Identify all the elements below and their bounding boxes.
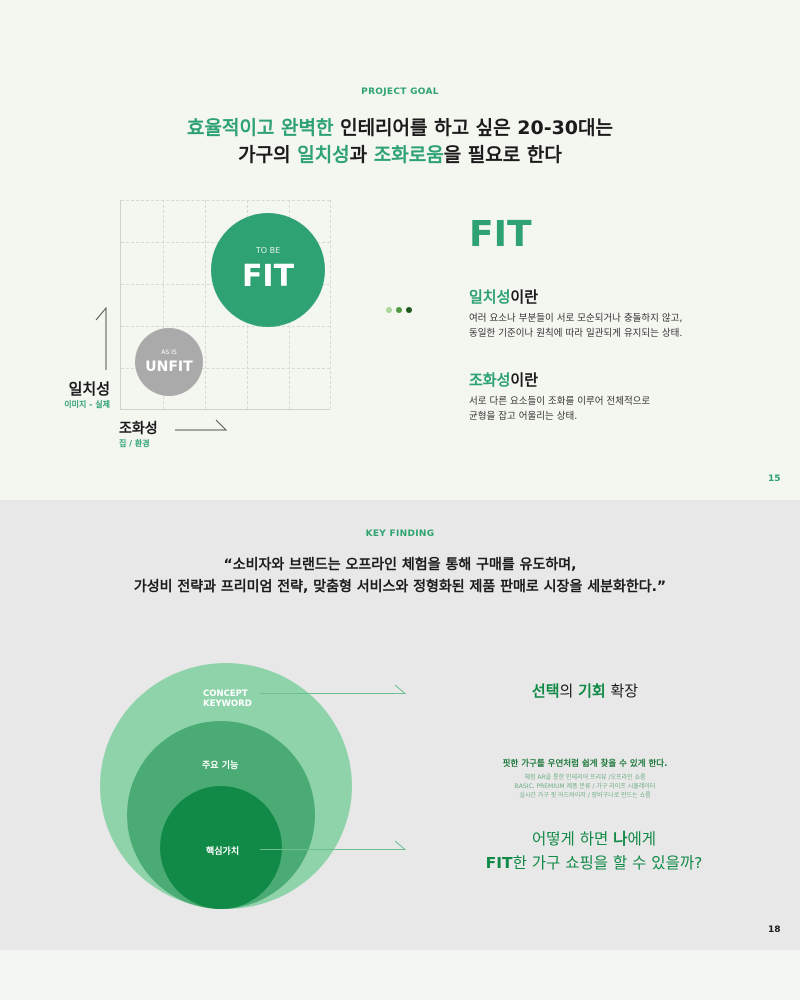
y-axis-label: 일치성 이미지 - 실제 xyxy=(64,380,110,409)
feature-list: 핏한 가구를 우연처럼 쉽게 찾을 수 있게 한다. 체험 AR을 통한 인테리… xyxy=(502,759,668,799)
dots-icon xyxy=(386,307,412,313)
connector-lines xyxy=(260,684,407,850)
slide-title: 효율적이고 완벽한 인테리어를 하고 싶은 20-30대는 가구의 일치성과 조… xyxy=(187,117,613,166)
eyebrow: PROJECT GOAL xyxy=(361,87,439,97)
definition-consistency: 일치성이란 여러 요소나 부분들이 서로 모순되거나 충돌하지 않고, 동일한 … xyxy=(469,288,683,339)
x-axis-label: 조화성 집 / 환경 xyxy=(119,421,158,448)
fit-circle: TO BE FIT xyxy=(211,213,325,327)
core-value-label: 핵심가치 xyxy=(206,847,240,857)
page-number: 15 xyxy=(768,474,781,484)
definition-harmony: 조화성이란 서로 다른 요소들이 조화를 이루어 전체적으로 균형을 잡고 어울… xyxy=(469,371,651,422)
eyebrow: KEY FINDING xyxy=(365,529,435,539)
slide-key-finding: KEY FINDING “소비자와 브랜드는 오프라인 체험을 통해 구매를 유… xyxy=(0,500,800,950)
page-number: 18 xyxy=(768,925,781,935)
question-text: 어떻게 하면 나에게 FIT한 가구 쇼핑을 할 수 있을까? xyxy=(485,830,703,872)
quote: “소비자와 브랜드는 오프라인 체험을 통해 구매를 유도하며, 가성비 전략과… xyxy=(133,557,667,595)
axis-arrows xyxy=(95,306,228,431)
slide-project-goal: PROJECT GOAL 효율적이고 완벽한 인테리어를 하고 싶은 20-30… xyxy=(64,87,781,484)
unfit-circle: AS IS UNFIT xyxy=(135,328,203,396)
concept-keyword-label: CONCEPT KEYWORD xyxy=(203,689,252,709)
main-function-label: 주요 기능 xyxy=(202,761,239,771)
inner-circle xyxy=(160,786,282,909)
fit-heading: FIT xyxy=(469,214,532,255)
choice-heading: 선택의 기회 확장 xyxy=(531,682,639,700)
